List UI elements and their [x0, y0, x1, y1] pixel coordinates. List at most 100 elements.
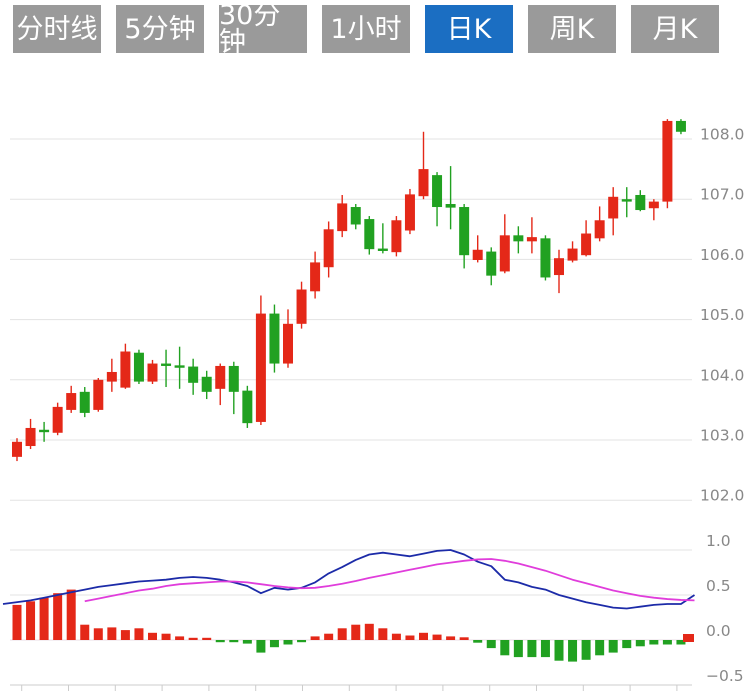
tab-5min[interactable]: 5分钟 — [116, 5, 204, 53]
macd-histogram-bar — [39, 597, 49, 640]
macd-histogram-bar — [500, 640, 510, 656]
candle-body — [526, 237, 537, 242]
macd-histogram-bar — [120, 630, 130, 640]
macd-histogram-bar — [608, 640, 618, 653]
macd-histogram-bar — [175, 636, 185, 640]
candle-body — [79, 391, 90, 413]
candle-body — [283, 323, 293, 364]
macd-histogram-bar — [554, 640, 564, 661]
macd-histogram-bar — [93, 628, 103, 640]
tab-monthly-k[interactable]: 月K — [631, 5, 719, 53]
candle-body — [350, 207, 361, 225]
macd-histogram-bar — [324, 633, 334, 640]
macd-histogram-bar — [527, 640, 537, 658]
candle-body — [648, 201, 659, 209]
macd-histogram-bar — [391, 633, 401, 640]
macd-histogram-bar — [419, 632, 428, 640]
macd-histogram-bar — [53, 593, 63, 640]
macd-histogram-bar — [513, 640, 523, 658]
candle-body — [52, 406, 63, 433]
macd-histogram-bar — [446, 636, 456, 640]
macd-histogram-bar — [80, 624, 90, 640]
candle-body — [581, 233, 592, 256]
candle-body — [269, 313, 280, 364]
candle-body — [296, 289, 307, 324]
macd-histogram-bar — [635, 640, 645, 647]
macd-histogram-bar — [215, 640, 225, 643]
macd-histogram-bar — [242, 640, 252, 644]
candle-body — [133, 352, 144, 382]
macd-histogram-bar — [107, 627, 117, 640]
macd-histogram-bar — [148, 632, 157, 640]
macd-histogram-bar — [269, 640, 279, 648]
candle-body — [93, 379, 104, 410]
macd-histogram-bar — [378, 628, 388, 640]
candle-body — [594, 220, 605, 239]
macd-histogram-bar — [649, 640, 659, 645]
macd-histogram-bar — [432, 634, 442, 640]
macd-histogram-bar — [486, 640, 496, 649]
tab-weekly-k[interactable]: 周K — [528, 5, 616, 53]
candle-body — [608, 196, 619, 219]
candle-body — [337, 203, 348, 232]
macd-histogram-bar — [202, 637, 212, 640]
macd-histogram-bar — [540, 640, 550, 658]
price-axis-label: 103.0 — [700, 427, 744, 445]
tab-daily-k[interactable]: 日K — [425, 5, 513, 53]
macd-histogram-bar — [676, 640, 686, 645]
candle-body — [540, 238, 551, 278]
candle-body — [432, 175, 443, 208]
macd-axis-label: 1.0 — [706, 532, 731, 550]
candle-body — [66, 393, 77, 410]
candle-body — [39, 429, 50, 433]
macd-histogram-bar — [405, 635, 415, 640]
macd-histogram-bar — [26, 601, 36, 640]
candle-body — [662, 120, 673, 202]
candle-body — [310, 262, 321, 292]
tab-minute-line[interactable]: 分时线 — [13, 5, 101, 53]
candle-body — [513, 235, 524, 242]
candle-body — [25, 427, 36, 447]
candle-body — [404, 194, 415, 231]
macd-histogram-bar — [283, 640, 293, 645]
candle-body — [12, 441, 22, 457]
candle-body — [201, 376, 212, 392]
candle-body — [418, 169, 429, 197]
macd-histogram-bar — [581, 640, 591, 660]
macd-histogram-bar — [364, 623, 374, 640]
candle-body — [255, 313, 266, 422]
candle-body — [161, 363, 172, 366]
price-axis-label: 107.0 — [700, 186, 744, 204]
candle-body — [242, 390, 253, 424]
macd-histogram-bar — [297, 640, 307, 643]
tab-30min[interactable]: 30分钟 — [219, 2, 307, 56]
candle-body — [554, 258, 564, 276]
candle-body — [323, 229, 334, 268]
macd-histogram-bar — [310, 636, 320, 640]
dea-line — [84, 558, 695, 603]
macd-axis-label: −0.5 — [706, 667, 744, 685]
macd-axis-label: 0.0 — [706, 622, 731, 640]
candle-body — [635, 194, 646, 211]
tab-1hour[interactable]: 1小时 — [322, 5, 410, 53]
candle-body — [174, 365, 185, 368]
dif-line — [2, 549, 695, 610]
macd-current-marker — [683, 634, 694, 642]
macd-histogram-bar — [568, 640, 578, 662]
candle-body — [472, 249, 483, 261]
macd-histogram-bar — [229, 640, 239, 643]
macd-histogram-bar — [337, 628, 347, 640]
candle-body — [567, 248, 578, 261]
price-axis-label: 105.0 — [700, 306, 744, 324]
macd-histogram-bar — [351, 624, 361, 640]
macd-histogram-bar — [12, 604, 22, 640]
macd-histogram-bar — [662, 640, 672, 645]
candle-body — [106, 371, 117, 382]
candle-body — [377, 248, 388, 251]
candle-body — [499, 235, 510, 272]
macd-histogram-bar — [134, 628, 144, 640]
macd-histogram-bar — [256, 640, 266, 653]
candle-body — [228, 365, 239, 392]
candle-body — [188, 366, 199, 383]
